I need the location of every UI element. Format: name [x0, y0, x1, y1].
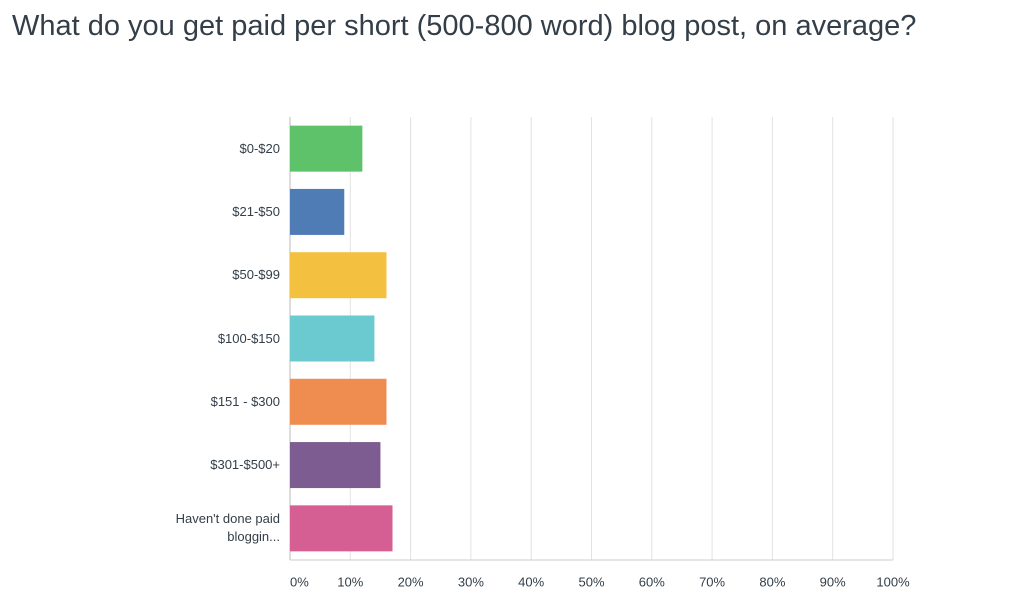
bar	[290, 505, 393, 552]
x-tick-label: 0%	[290, 574, 309, 589]
x-tick-label: 50%	[578, 574, 604, 589]
bar	[290, 315, 375, 362]
y-tick-label: $301-$500+	[210, 457, 280, 473]
bar	[290, 378, 387, 425]
bar	[290, 125, 363, 172]
x-tick-label: 40%	[518, 574, 544, 589]
x-tick-label: 100%	[876, 574, 910, 589]
x-tick-label: 60%	[639, 574, 665, 589]
x-tick-label: 70%	[699, 574, 725, 589]
y-tick-label: $0-$20	[239, 140, 280, 156]
bar	[290, 188, 345, 235]
x-tick-label: 20%	[398, 574, 424, 589]
y-tick-label: $21-$50	[232, 203, 280, 219]
x-tick-label: 30%	[458, 574, 484, 589]
x-tick-label: 10%	[337, 574, 363, 589]
x-tick-label: 80%	[759, 574, 785, 589]
y-tick-label: $50-$99	[232, 267, 280, 283]
y-tick-label: Haven't done paid bloggin...	[175, 511, 280, 545]
chart-title: What do you get paid per short (500-800 …	[12, 10, 917, 42]
bar	[290, 252, 387, 299]
x-tick-label: 90%	[820, 574, 846, 589]
y-tick-label: $100-$150	[217, 330, 280, 346]
y-tick-label: $151 - $300	[210, 393, 280, 409]
bar	[290, 442, 381, 489]
